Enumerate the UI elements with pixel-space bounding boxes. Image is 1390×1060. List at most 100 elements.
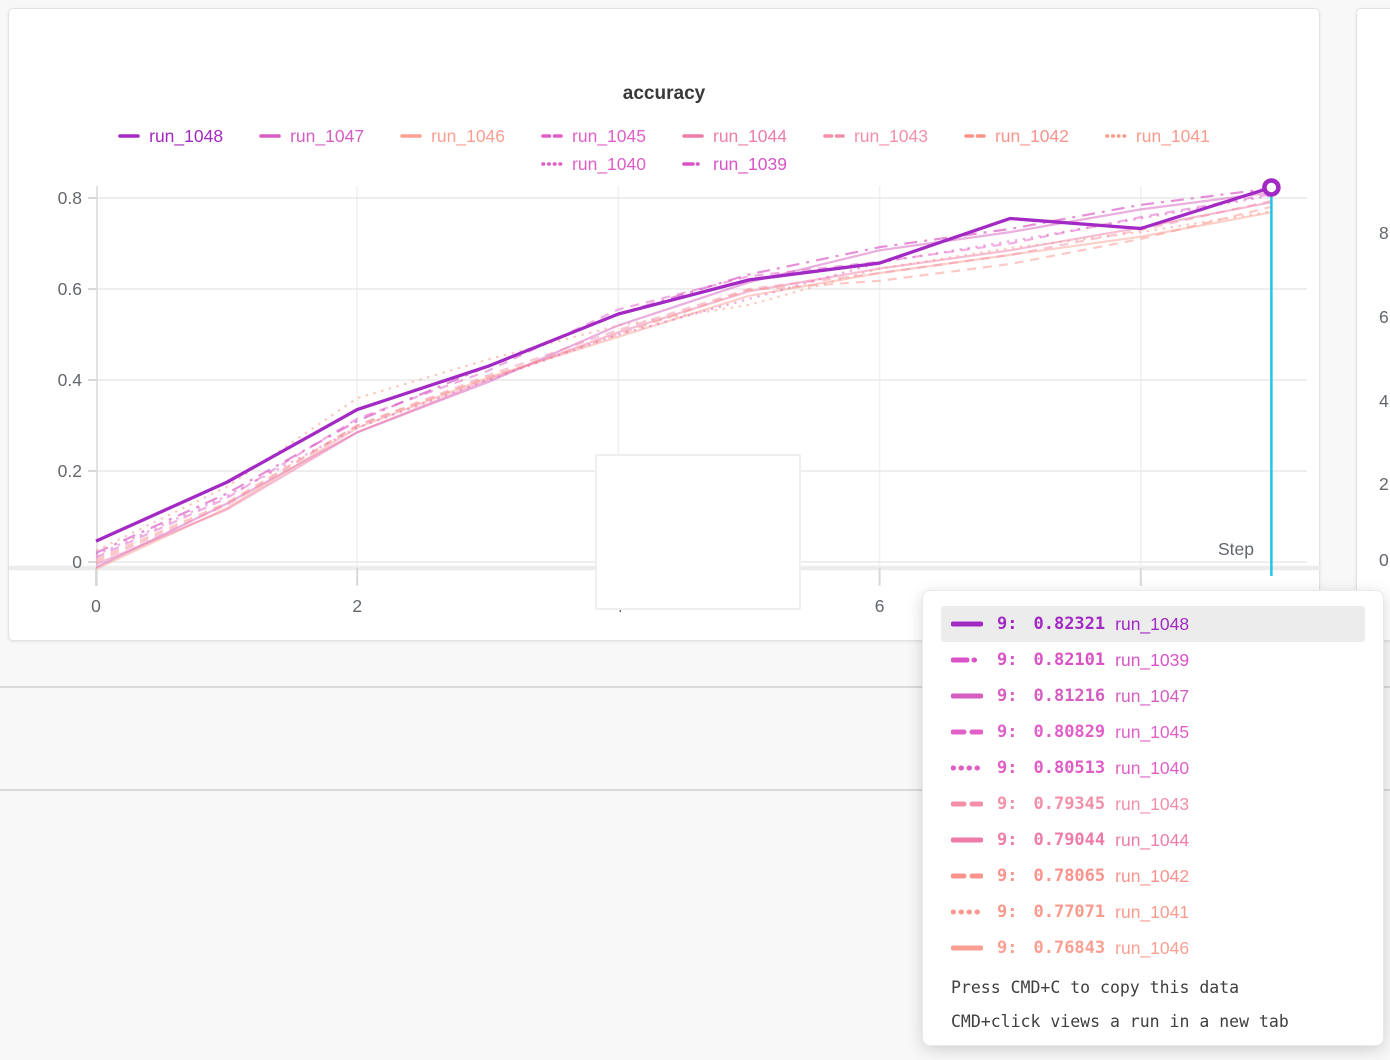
tooltip-run-name: run_1046 bbox=[1115, 937, 1190, 958]
legend-label: run_1048 bbox=[149, 125, 224, 146]
tooltip-value: 0.79044 bbox=[1033, 830, 1106, 850]
legend-swatch-icon bbox=[541, 134, 563, 138]
tooltip-value: 0.77071 bbox=[1033, 902, 1106, 922]
tooltip-footer-line: CMD+click views a run in a new tab bbox=[951, 1012, 1289, 1031]
y-tick-label: 0.8 bbox=[58, 188, 82, 208]
tooltip-row-run_1042[interactable]: 9: 0.78065 run_1042 bbox=[941, 858, 1365, 894]
legend-swatch-icon bbox=[823, 134, 845, 138]
legend-swatch-icon bbox=[118, 134, 140, 138]
series-line-run_1045[interactable] bbox=[95, 193, 1272, 559]
tooltip-swatch-icon bbox=[951, 621, 983, 627]
adjacent-chart-y-tick-label: 0 bbox=[1379, 550, 1389, 570]
tooltip-rows: 9: 0.82321 run_1048 9: 0.82101 run_1039 9: 0.81… bbox=[941, 606, 1365, 966]
tooltip-run-name: run_1040 bbox=[1115, 757, 1190, 778]
tooltip-row-run_1039[interactable]: 9: 0.82101 run_1039 bbox=[941, 642, 1365, 678]
series-line-run_1043[interactable] bbox=[95, 199, 1272, 564]
tooltip-step: 9: bbox=[997, 722, 1018, 742]
legend-item-run_1045[interactable]: run_1045 bbox=[541, 126, 646, 147]
tooltip-step: 9: bbox=[997, 938, 1018, 958]
legend-item-run_1039[interactable]: run_1039 bbox=[682, 154, 787, 175]
tooltip-value: 0.76843 bbox=[1033, 938, 1106, 958]
tooltip-swatch-icon bbox=[951, 657, 983, 663]
tooltip-run-name: run_1045 bbox=[1115, 721, 1190, 742]
legend-item-run_1043[interactable]: run_1043 bbox=[823, 126, 928, 147]
legend-row: run_1040 run_1039 bbox=[541, 150, 787, 178]
adjacent-chart-y-tick-label: 8 bbox=[1379, 223, 1389, 243]
tooltip-value: 0.81216 bbox=[1033, 686, 1106, 706]
legend-item-run_1046[interactable]: run_1046 bbox=[400, 126, 505, 147]
tooltip-swatch-icon bbox=[951, 729, 983, 735]
legend-item-run_1042[interactable]: run_1042 bbox=[964, 126, 1069, 147]
legend-swatch-icon bbox=[400, 134, 422, 138]
adjacent-chart-y-tick-label: 2 bbox=[1379, 474, 1389, 494]
legend-item-run_1041[interactable]: run_1041 bbox=[1105, 126, 1210, 147]
legend-label: run_1047 bbox=[290, 125, 365, 146]
legend-label: run_1046 bbox=[431, 125, 506, 146]
tooltip-swatch-icon bbox=[951, 801, 983, 807]
y-tick-label: 0 bbox=[72, 552, 82, 572]
tooltip-row-run_1048[interactable]: 9: 0.82321 run_1048 bbox=[941, 606, 1365, 642]
tooltip-step: 9: bbox=[997, 686, 1018, 706]
y-tick-label: 0.2 bbox=[58, 461, 82, 481]
tooltip-run-name: run_1043 bbox=[1115, 793, 1190, 814]
tooltip-row-run_1047[interactable]: 9: 0.81216 run_1047 bbox=[941, 678, 1365, 714]
legend-label: run_1043 bbox=[853, 125, 928, 146]
tooltip-swatch-icon bbox=[951, 765, 983, 771]
section-divider bbox=[0, 789, 1390, 791]
legend-label: run_1044 bbox=[713, 125, 787, 146]
legend-label: run_1041 bbox=[1135, 125, 1210, 146]
tooltip-row-run_1041[interactable]: 9: 0.77071 run_1041 bbox=[941, 894, 1365, 930]
x-tick-label: 0 bbox=[91, 596, 101, 616]
series-line-run_1041[interactable] bbox=[95, 210, 1272, 552]
tooltip-step: 9: bbox=[997, 866, 1018, 886]
tooltip-swatch-icon bbox=[951, 945, 983, 951]
y-tick-label: 0.6 bbox=[58, 279, 82, 299]
tooltip-value: 0.79345 bbox=[1033, 794, 1106, 814]
tooltip-value: 0.82101 bbox=[1033, 650, 1106, 670]
legend-swatch-icon bbox=[682, 162, 704, 166]
legend-swatch-icon bbox=[259, 134, 281, 138]
tooltip-swatch-icon bbox=[951, 909, 983, 915]
adjacent-chart-card[interactable]: 8 6 4 2 0 bbox=[1356, 8, 1390, 641]
tooltip-footer: Press CMD+C to copy this data CMD+click … bbox=[941, 971, 1365, 1039]
legend-item-run_1047[interactable]: run_1047 bbox=[259, 126, 364, 147]
tooltip-step: 9: bbox=[997, 902, 1018, 922]
tooltip-value: 0.80513 bbox=[1033, 758, 1106, 778]
x-tick-label: 6 bbox=[875, 596, 885, 616]
tooltip-value: 0.80829 bbox=[1033, 722, 1106, 742]
tooltip-row-run_1044[interactable]: 9: 0.79044 run_1044 bbox=[941, 822, 1365, 858]
adjacent-chart-y-tick-label: 4 bbox=[1379, 391, 1389, 411]
tooltip-step: 9: bbox=[997, 650, 1018, 670]
chart-legend: run_1048 run_1047 run_1046 run_1045 run_1044… bbox=[9, 122, 1319, 178]
legend-row: run_1048 run_1047 run_1046 run_1045 run_1044… bbox=[118, 122, 1210, 150]
tooltip-step: 9: bbox=[997, 794, 1018, 814]
series-line-run_1048[interactable] bbox=[95, 185, 1272, 543]
tooltip-value: 0.78065 bbox=[1033, 866, 1106, 886]
legend-label: run_1039 bbox=[713, 153, 787, 174]
legend-swatch-icon bbox=[682, 134, 704, 138]
tooltip-run-name: run_1044 bbox=[1115, 829, 1190, 850]
tooltip-row-run_1040[interactable]: 9: 0.80513 run_1040 bbox=[941, 750, 1365, 786]
tooltip-run-name: run_1041 bbox=[1115, 901, 1190, 922]
series-line-run_1039[interactable] bbox=[95, 187, 1272, 554]
plot-area[interactable]: 0246800.20.40.60.8 bbox=[9, 9, 1321, 642]
tooltip-step: 9: bbox=[997, 758, 1018, 778]
tooltip-run-name: run_1048 bbox=[1115, 613, 1190, 634]
selection-box bbox=[595, 454, 801, 610]
x-axis-label: Step bbox=[1218, 539, 1254, 559]
tooltip-swatch-icon bbox=[951, 837, 983, 843]
legend-label: run_1042 bbox=[994, 125, 1069, 146]
legend-item-run_1040[interactable]: run_1040 bbox=[541, 154, 646, 175]
legend-item-run_1048[interactable]: run_1048 bbox=[118, 126, 223, 147]
series-line-run_1040[interactable] bbox=[95, 194, 1272, 557]
legend-label: run_1045 bbox=[572, 125, 646, 146]
x-tick-label: 2 bbox=[352, 596, 362, 616]
legend-swatch-icon bbox=[964, 134, 986, 138]
tooltip-row-run_1046[interactable]: 9: 0.76843 run_1046 bbox=[941, 930, 1365, 966]
tooltip-row-run_1045[interactable]: 9: 0.80829 run_1045 bbox=[941, 714, 1365, 750]
tooltip-run-name: run_1039 bbox=[1115, 649, 1190, 670]
legend-item-run_1044[interactable]: run_1044 bbox=[682, 126, 787, 147]
tooltip-row-run_1043[interactable]: 9: 0.79345 run_1043 bbox=[941, 786, 1365, 822]
series-line-run_1046[interactable] bbox=[95, 211, 1272, 570]
tooltip-swatch-icon bbox=[951, 873, 983, 879]
